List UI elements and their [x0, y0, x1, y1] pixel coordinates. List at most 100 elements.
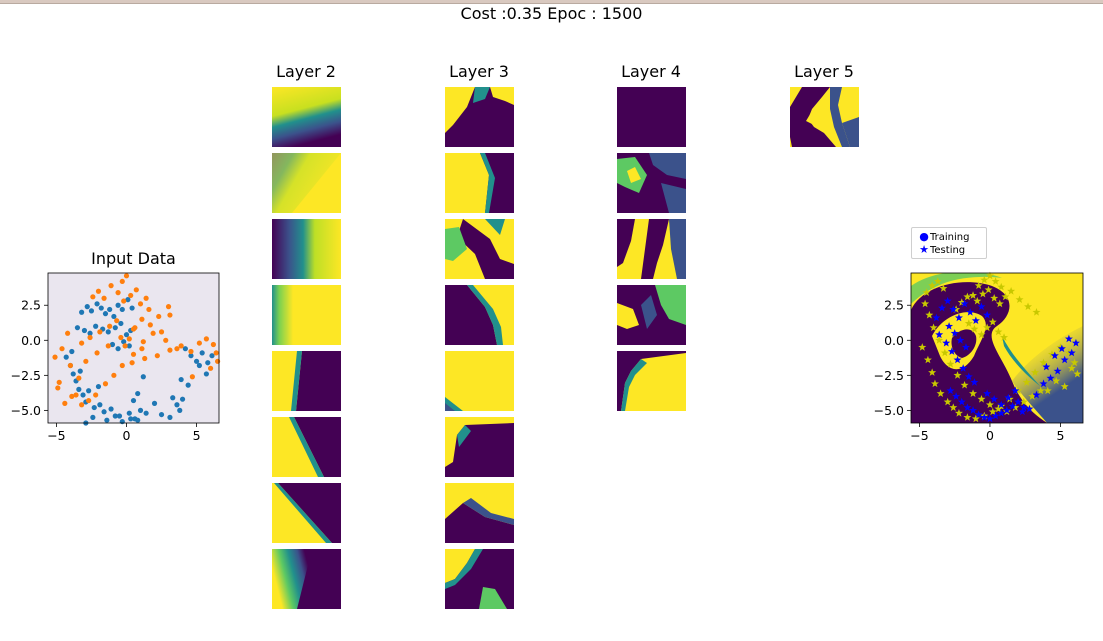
data-point-1-44: [1071, 338, 1080, 347]
data-point-0-13: [81, 327, 88, 334]
legend-marker-circle-icon: ●: [919, 230, 929, 243]
data-point-1-19: [210, 341, 216, 348]
data-point-1-10: [935, 330, 944, 339]
data-point-0-41: [980, 275, 989, 284]
data-point-0-61: [177, 407, 183, 413]
layer-2-neuron-7-map: [272, 483, 341, 543]
data-point-0-4: [940, 348, 949, 357]
data-point-1-32: [990, 394, 999, 403]
data-point-0-36: [108, 406, 114, 412]
data-point-1-42: [115, 290, 121, 296]
data-point-0-19: [928, 368, 937, 376]
data-point-0-13: [1011, 403, 1020, 411]
data-point-1-1: [59, 346, 65, 352]
data-point-0-44: [95, 383, 102, 390]
data-point-1-35: [1011, 386, 1020, 395]
data-point-1-15: [964, 372, 973, 381]
x-tick-label: 5: [1056, 428, 1064, 443]
data-point-1-46: [137, 301, 144, 307]
data-point-1-49: [119, 278, 125, 285]
layer-3-neuron-3-map: [445, 219, 514, 279]
data-point-1-14: [167, 347, 173, 353]
data-point-0-9: [977, 394, 986, 403]
layer-2-neuron-5-map: [272, 351, 341, 411]
data-point-0-19: [118, 320, 124, 327]
plot-frame: [910, 272, 1084, 424]
data-point-0-30: [76, 386, 82, 392]
data-point-1-33: [997, 400, 1006, 409]
data-point-1-20: [213, 350, 219, 356]
data-point-0-52: [205, 360, 211, 366]
data-point-0-20: [930, 379, 939, 388]
data-point-1-22: [974, 410, 983, 418]
legend-label-training: Training: [930, 231, 970, 243]
data-point-0-41: [130, 397, 137, 404]
data-point-0-65: [143, 410, 149, 416]
data-point-0-0: [79, 309, 85, 315]
layer-4-neuron-3-map: [617, 219, 686, 279]
layer-5-output-map: [790, 87, 859, 147]
legend-entry-testing: ★ Testing: [918, 244, 965, 256]
data-point-0-40: [974, 281, 983, 290]
data-point-0-42: [135, 390, 141, 397]
data-point-1-51: [956, 336, 965, 344]
data-point-0-24: [954, 408, 963, 417]
data-point-0-64: [957, 298, 966, 306]
data-point-0-59: [174, 402, 180, 408]
data-point-1-47: [1057, 344, 1066, 353]
data-point-1-37: [1025, 404, 1034, 413]
data-point-0-10: [985, 400, 994, 409]
data-point-0-40: [137, 407, 144, 413]
data-point-1-20: [963, 403, 972, 411]
data-point-0-66: [1043, 386, 1052, 395]
data-point-1-43: [1067, 348, 1076, 357]
data-point-0-64: [151, 400, 158, 406]
x-tick-label: 0: [986, 428, 994, 443]
data-point-0-17: [918, 343, 927, 351]
data-point-0-43: [991, 277, 1000, 285]
data-point-0-1: [925, 310, 934, 319]
layer-4-neuron-2-map: [617, 153, 686, 213]
data-point-0-43: [140, 374, 146, 380]
data-point-0-45: [969, 291, 978, 299]
input-data-chart: Input Data −5 0 5 2.5 0.0 −2.5 −5.0: [0, 246, 240, 446]
data-point-0-63: [158, 411, 165, 418]
data-point-1-45: [1042, 362, 1051, 371]
data-point-1-61: [156, 313, 162, 320]
data-point-0-28: [70, 371, 76, 377]
data-point-0-18: [923, 355, 932, 364]
data-point-1-21: [214, 358, 221, 364]
data-point-1-17: [946, 386, 955, 395]
data-point-0-33: [91, 404, 97, 411]
data-point-0-59: [983, 323, 992, 332]
data-point-1-29: [83, 358, 89, 364]
data-point-1-40: [101, 295, 107, 301]
y-tick-label: 0.0: [21, 333, 41, 348]
data-point-0-58: [977, 330, 986, 339]
data-point-0-8: [115, 302, 121, 308]
data-point-1-38: [1032, 390, 1041, 399]
data-point-0-62: [167, 414, 173, 420]
input-data-plot-svg: −5 0 5 2.5 0.0 −2.5 −5.0: [11, 272, 221, 443]
data-point-1-41: [1053, 366, 1062, 375]
data-point-1-11: [942, 338, 951, 347]
data-point-0-54: [178, 376, 184, 383]
data-point-0-16: [1036, 386, 1045, 395]
data-point-1-47: [143, 295, 149, 301]
data-point-1-14: [959, 364, 968, 372]
data-point-1-36: [163, 337, 169, 343]
data-point-0-4: [98, 305, 104, 311]
data-point-1-16: [188, 348, 194, 355]
data-point-1-34: [140, 339, 146, 345]
data-point-0-61: [994, 327, 1003, 336]
data-point-1-16: [970, 378, 979, 386]
data-point-1-18: [203, 336, 209, 342]
data-point-1-12: [142, 355, 148, 362]
data-point-1-36: [1018, 407, 1027, 416]
data-point-0-47: [69, 348, 75, 355]
data-point-1-21: [969, 406, 978, 414]
data-point-0-3: [94, 301, 100, 307]
data-point-0-37: [116, 413, 123, 419]
data-point-0-5: [102, 311, 109, 317]
data-point-0-51: [199, 350, 205, 356]
